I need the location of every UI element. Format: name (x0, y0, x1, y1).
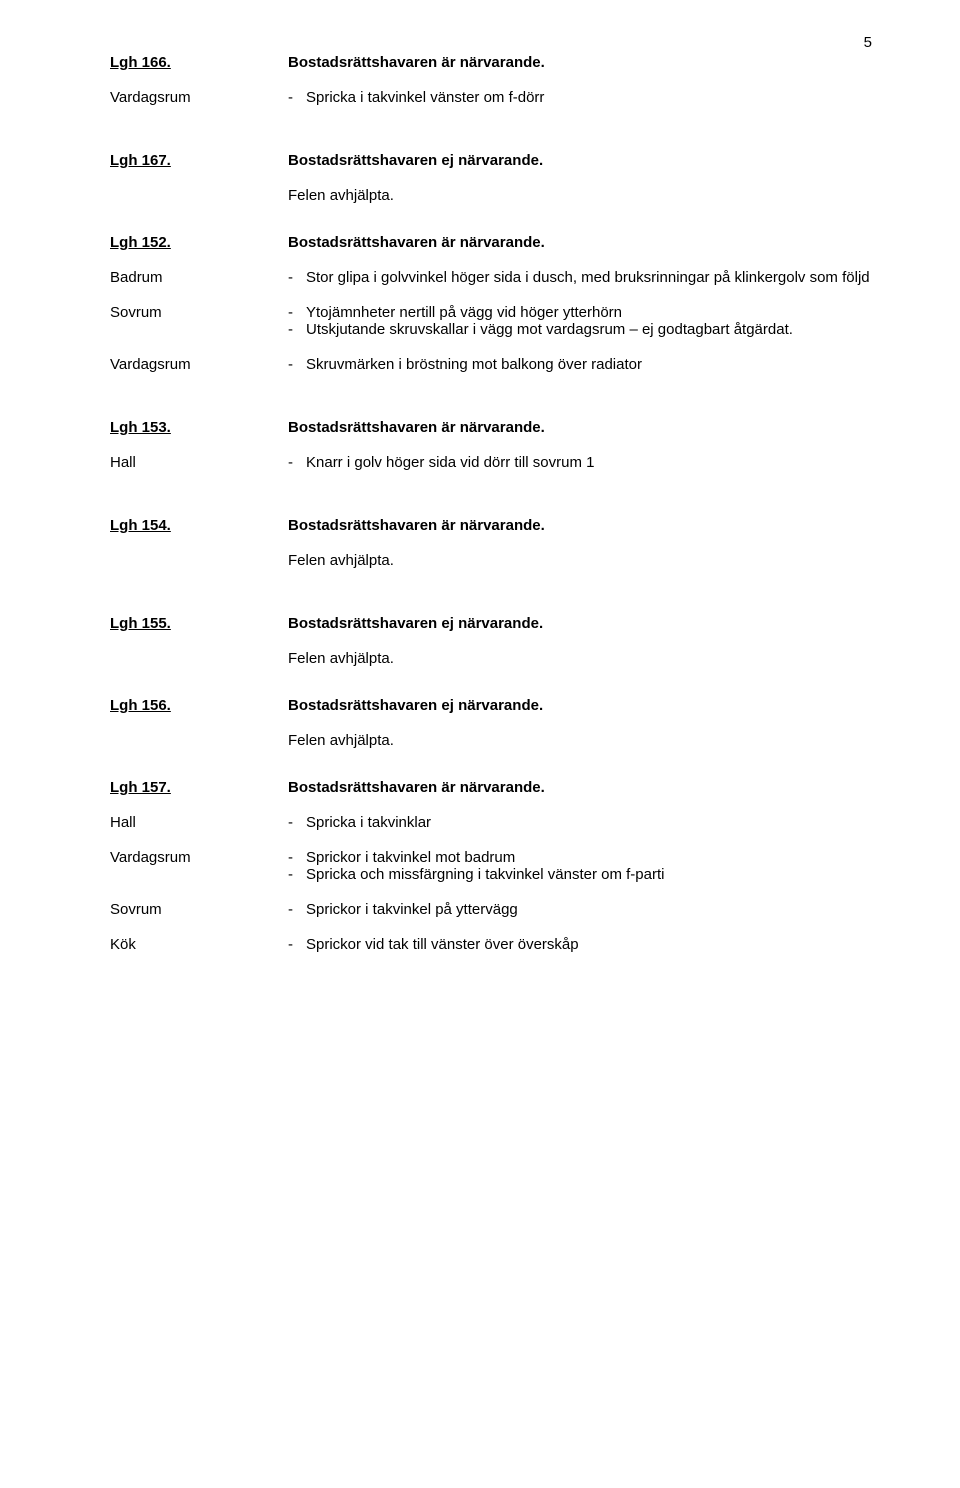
note-text: Felen avhjälpta. (288, 187, 872, 204)
section-label: Lgh 153. (110, 419, 288, 436)
note-text: Felen avhjälpta. (288, 732, 872, 749)
section-label: Lgh 154. (110, 517, 288, 534)
section-heading: Lgh 166. Bostadsrättshavaren är närvaran… (110, 54, 872, 71)
note-row: Felen avhjälpta. (110, 187, 872, 204)
section-status: Bostadsrättshavaren ej närvarande. (288, 152, 872, 169)
item-row: Vardagsrum -Spricka i takvinkel vänster … (110, 89, 872, 106)
note-row: Felen avhjälpta. (110, 552, 872, 569)
dash: - (288, 356, 306, 373)
section-heading: Lgh 152. Bostadsrättshavaren är närvaran… (110, 234, 872, 251)
item-row: Sovrum -Ytojämnheter nertill på vägg vid… (110, 304, 872, 338)
item-text: Sprickor i takvinkel på yttervägg (306, 901, 518, 918)
item-text: Spricka i takvinklar (306, 814, 431, 831)
section-label: Lgh 152. (110, 234, 288, 251)
item-text: Sprickor i takvinkel mot badrum (306, 849, 515, 866)
section-status: Bostadsrättshavaren är närvarande. (288, 517, 872, 534)
room-label: Vardagsrum (110, 89, 288, 106)
item-text: Utskjutande skruvskallar i vägg mot vard… (306, 321, 793, 338)
item-row: Kök -Sprickor vid tak till vänster över … (110, 936, 872, 953)
section-label: Lgh 157. (110, 779, 288, 796)
section-heading: Lgh 156. Bostadsrättshavaren ej närvaran… (110, 697, 872, 714)
section-status: Bostadsrättshavaren ej närvarande. (288, 615, 872, 632)
item-text: Sprickor vid tak till vänster över övers… (306, 936, 579, 953)
section-heading: Lgh 157. Bostadsrättshavaren är närvaran… (110, 779, 872, 796)
note-row: Felen avhjälpta. (110, 650, 872, 667)
dash: - (288, 849, 306, 866)
section-status: Bostadsrättshavaren är närvarande. (288, 234, 872, 251)
item-row: Badrum -Stor glipa i golvvinkel höger si… (110, 269, 872, 286)
dash: - (288, 936, 306, 953)
section-heading: Lgh 153. Bostadsrättshavaren är närvaran… (110, 419, 872, 436)
section-heading: Lgh 167. Bostadsrättshavaren ej närvaran… (110, 152, 872, 169)
section-label: Lgh 166. (110, 54, 288, 71)
room-label: Vardagsrum (110, 356, 288, 373)
note-row: Felen avhjälpta. (110, 732, 872, 749)
dash: - (288, 866, 306, 883)
room-label: Hall (110, 814, 288, 831)
section-status: Bostadsrättshavaren är närvarande. (288, 54, 872, 71)
item-row: Hall -Knarr i golv höger sida vid dörr t… (110, 454, 872, 471)
section-heading: Lgh 155. Bostadsrättshavaren ej närvaran… (110, 615, 872, 632)
item-text: Knarr i golv höger sida vid dörr till so… (306, 454, 594, 471)
dash: - (288, 814, 306, 831)
room-label: Sovrum (110, 901, 288, 918)
room-label: Vardagsrum (110, 849, 288, 883)
item-row: Sovrum -Sprickor i takvinkel på ytterväg… (110, 901, 872, 918)
room-label: Hall (110, 454, 288, 471)
dash: - (288, 901, 306, 918)
dash: - (288, 304, 306, 321)
dash: - (288, 89, 306, 106)
section-label: Lgh 155. (110, 615, 288, 632)
item-text: Spricka i takvinkel vänster om f-dörr (306, 89, 544, 106)
item-row: Hall -Spricka i takvinklar (110, 814, 872, 831)
section-status: Bostadsrättshavaren ej närvarande. (288, 697, 872, 714)
dash: - (288, 269, 306, 286)
room-label: Sovrum (110, 304, 288, 338)
note-text: Felen avhjälpta. (288, 650, 872, 667)
section-status: Bostadsrättshavaren är närvarande. (288, 779, 872, 796)
section-label: Lgh 156. (110, 697, 288, 714)
page-number: 5 (864, 34, 872, 51)
item-text: Ytojämnheter nertill på vägg vid höger y… (306, 304, 622, 321)
dash: - (288, 454, 306, 471)
item-text: Stor glipa i golvvinkel höger sida i dus… (306, 269, 870, 286)
note-text: Felen avhjälpta. (288, 552, 872, 569)
section-status: Bostadsrättshavaren är närvarande. (288, 419, 872, 436)
section-label: Lgh 167. (110, 152, 288, 169)
item-row: Vardagsrum -Sprickor i takvinkel mot bad… (110, 849, 872, 883)
room-label: Badrum (110, 269, 288, 286)
room-label: Kök (110, 936, 288, 953)
section-heading: Lgh 154. Bostadsrättshavaren är närvaran… (110, 517, 872, 534)
item-row: Vardagsrum -Skruvmärken i bröstning mot … (110, 356, 872, 373)
dash: - (288, 321, 306, 338)
item-text: Spricka och missfärgning i takvinkel vän… (306, 866, 664, 883)
item-text: Skruvmärken i bröstning mot balkong över… (306, 356, 642, 373)
